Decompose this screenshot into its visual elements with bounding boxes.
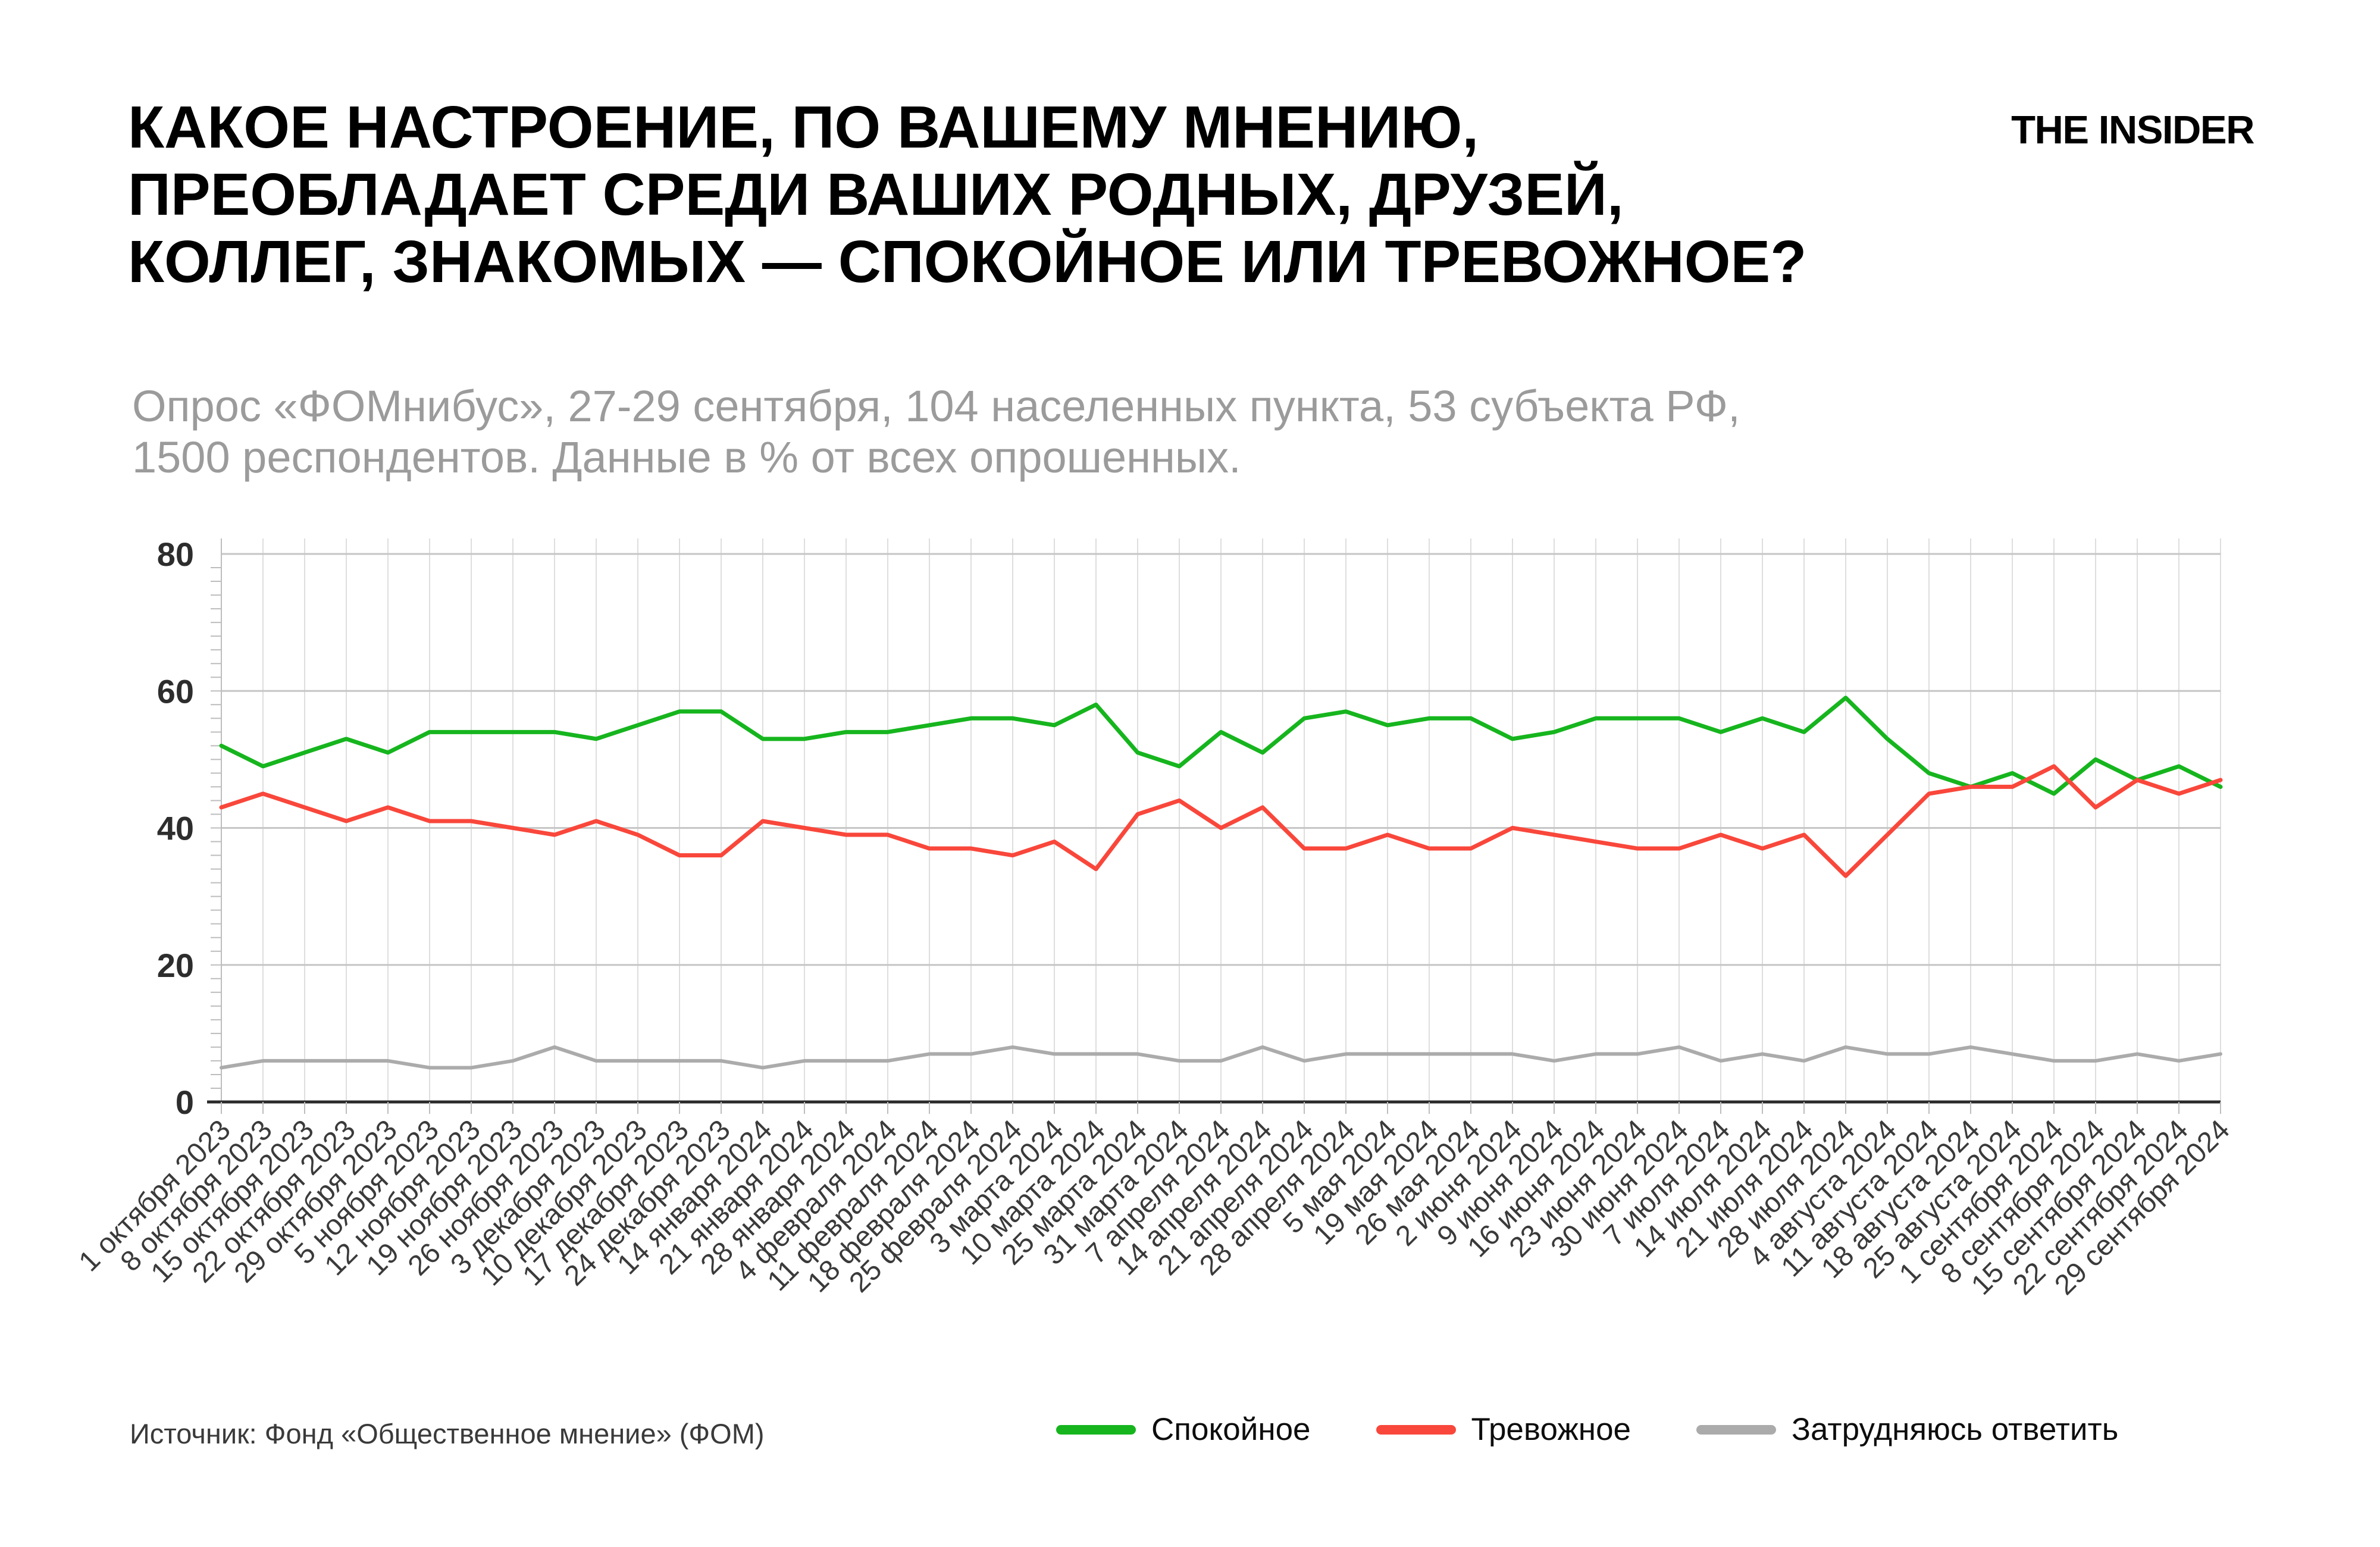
y-tick-label: 20 [157,947,194,984]
survey-subtitle-line-2: 1500 респондентов. Данные в % от всех оп… [132,433,1241,482]
y-tick-label: 0 [176,1083,194,1121]
legend-item-calm: Спокойное [1056,1411,1311,1448]
legend-label-undecided: Затрудняюсь ответить [1792,1412,2119,1447]
legend-item-undecided: Затрудняюсь ответить [1696,1411,2118,1448]
y-tick-label: 40 [157,810,194,847]
the-insider-logo: THE INSIDER [2011,108,2254,152]
chart-legend: Спокойное Тревожное Затрудняюсь ответить [1056,1411,2118,1448]
y-tick-label: 80 [157,536,194,573]
legend-item-anxious: Тревожное [1376,1411,1631,1448]
source-credit: Источник: Фонд «Общественное мнение» (ФО… [130,1418,765,1449]
page-title-line-3: КОЛЛЕГ, ЗНАКОМЫХ — СПОКОЙНОЕ ИЛИ ТРЕВОЖН… [128,228,1807,295]
page-title-line-2: ПРЕОБЛАДАЕТ СРЕДИ ВАШИХ РОДНЫХ, ДРУЗЕЙ, [128,161,1624,228]
legend-label-anxious: Тревожное [1471,1412,1631,1447]
series-line-undecided [220,1045,2222,1070]
survey-subtitle: Опрос «ФОМнибус», 27-29 сентября, 104 на… [132,381,2155,483]
legend-label-calm: Спокойное [1151,1412,1311,1447]
page-title-line-1: КАКОЕ НАСТРОЕНИЕ, ПО ВАШЕМУ МНЕНИЮ, [128,94,1479,161]
legend-swatch-undecided [1696,1424,1777,1435]
legend-swatch-calm [1056,1424,1136,1435]
series-line-anxious [219,764,2223,878]
page-title: КАКОЕ НАСТРОЕНИЕ, ПО ВАШЕМУ МНЕНИЮ, ПРЕО… [128,94,2002,296]
y-tick-label: 60 [157,672,194,710]
survey-subtitle-line-1: Опрос «ФОМнибус», 27-29 сентября, 104 на… [132,381,1740,431]
legend-swatch-anxious [1376,1424,1456,1435]
series-line-calm [219,696,2223,796]
